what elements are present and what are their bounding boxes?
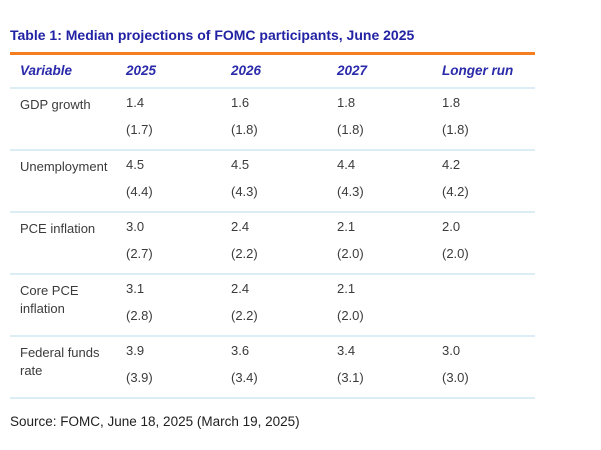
- table-row-unemployment: Unemployment 4.5 (4.4) 4.5 (4.3) 4.4 (4.…: [10, 150, 535, 212]
- row-label: GDP growth: [20, 97, 91, 112]
- median-value: 1.6: [231, 95, 250, 110]
- median-value: 1.8: [337, 95, 356, 110]
- prior-value: (3.0): [442, 370, 469, 385]
- median-value: 3.0: [442, 343, 461, 358]
- median-value: 2.4: [231, 219, 250, 234]
- prior-value: (3.9): [126, 370, 153, 385]
- table-row-core-pce-inflation: Core PCE inflation 3.1 (2.8) 2.4 (2.2) 2…: [10, 274, 535, 336]
- median-value: 1.4: [126, 95, 145, 110]
- median-value: 3.6: [231, 343, 250, 358]
- prior-value: (3.1): [337, 370, 364, 385]
- prior-value: (4.3): [337, 184, 364, 199]
- accent-rule: [10, 52, 535, 55]
- median-value: 4.2: [442, 157, 461, 172]
- prior-value: (2.0): [337, 308, 364, 323]
- table-row-federal-funds-rate: Federal funds rate 3.9 (3.9) 3.6 (3.4) 3…: [10, 336, 535, 398]
- median-value: 4.5: [126, 157, 145, 172]
- projections-table: Variable 2025 2026 2027 Longer run GDP g…: [10, 55, 535, 399]
- row-label: Federal funds rate: [20, 345, 100, 378]
- table-row-pce-inflation: PCE inflation 3.0 (2.7) 2.4 (2.2) 2.1 (2…: [10, 212, 535, 274]
- median-value: 3.4: [337, 343, 356, 358]
- median-value: 2.0: [442, 219, 461, 234]
- prior-value: (1.8): [337, 122, 364, 137]
- table-title: Table 1: Median projections of FOMC part…: [10, 27, 415, 43]
- prior-value: (2.8): [126, 308, 153, 323]
- median-value: 2.1: [337, 281, 356, 296]
- row-label: PCE inflation: [20, 221, 96, 236]
- median-value: 1.8: [442, 95, 461, 110]
- median-value: 3.9: [126, 343, 145, 358]
- prior-value: (4.3): [231, 184, 258, 199]
- median-value: 2.1: [337, 219, 356, 234]
- prior-value: (2.7): [126, 246, 153, 261]
- median-value: 3.1: [126, 281, 145, 296]
- prior-value: (1.7): [126, 122, 153, 137]
- prior-value: (2.2): [231, 308, 258, 323]
- header-row: Variable 2025 2026 2027 Longer run: [10, 55, 535, 88]
- prior-value: (3.4): [231, 370, 258, 385]
- median-value: 4.4: [337, 157, 356, 172]
- table-row-gdp-growth: GDP growth 1.4 (1.7) 1.6 (1.8) 1.8 (1.8)…: [10, 88, 535, 150]
- prior-value: (4.4): [126, 184, 153, 199]
- row-label: Unemployment: [20, 159, 108, 174]
- median-value: 2.4: [231, 281, 250, 296]
- fomc-projections-panel: Table 1: Median projections of FOMC part…: [10, 27, 535, 429]
- column-header-longer-run: Longer run: [442, 63, 514, 78]
- prior-value: (2.0): [337, 246, 364, 261]
- prior-value: (2.2): [231, 246, 258, 261]
- column-header-variable: Variable: [20, 63, 73, 78]
- median-value: 3.0: [126, 219, 145, 234]
- source-note: Source: FOMC, June 18, 2025 (March 19, 2…: [10, 414, 300, 429]
- column-header-2026: 2026: [231, 63, 262, 78]
- prior-value: (1.8): [442, 122, 469, 137]
- prior-value: (4.2): [442, 184, 469, 199]
- column-header-2027: 2027: [337, 63, 368, 78]
- prior-value: (1.8): [231, 122, 258, 137]
- column-header-2025: 2025: [126, 63, 157, 78]
- median-value: 4.5: [231, 157, 250, 172]
- row-label: Core PCE inflation: [20, 283, 79, 316]
- prior-value: (2.0): [442, 246, 469, 261]
